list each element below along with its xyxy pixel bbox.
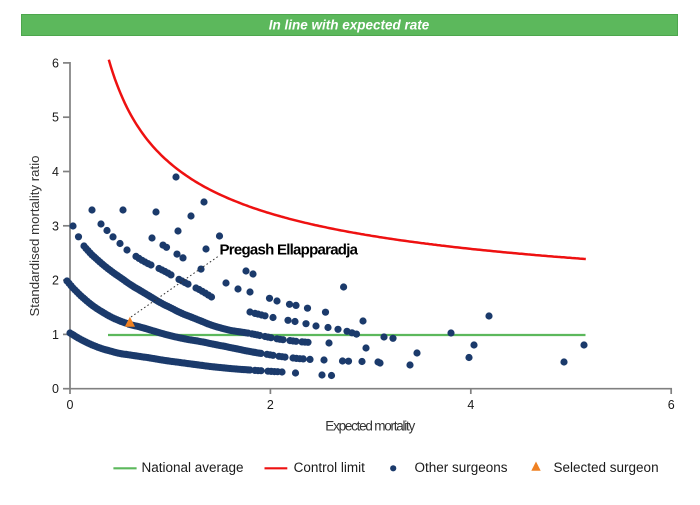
svg-text:Expected mortality: Expected mortality (325, 419, 415, 434)
svg-text:Other surgeons: Other surgeons (415, 460, 508, 475)
svg-text:Selected surgeon: Selected surgeon (554, 460, 659, 475)
svg-text:0: 0 (52, 382, 59, 396)
svg-text:2: 2 (52, 274, 59, 288)
svg-text:Control limit: Control limit (294, 460, 366, 475)
svg-text:Pregash Ellapparadja: Pregash Ellapparadja (220, 242, 359, 259)
svg-text:In line with expected rate: In line with expected rate (269, 18, 430, 33)
svg-text:6: 6 (668, 398, 675, 412)
svg-text:2: 2 (267, 398, 274, 412)
svg-text:5: 5 (52, 111, 59, 125)
svg-text:1: 1 (52, 328, 59, 342)
svg-text:4: 4 (467, 398, 474, 412)
svg-text:6: 6 (52, 56, 59, 70)
svg-text:Standardised mortality ratio: Standardised mortality ratio (27, 156, 42, 317)
svg-text:National average: National average (142, 460, 244, 475)
svg-text:4: 4 (52, 165, 59, 179)
svg-text:3: 3 (52, 219, 59, 233)
svg-text:0: 0 (67, 398, 74, 412)
